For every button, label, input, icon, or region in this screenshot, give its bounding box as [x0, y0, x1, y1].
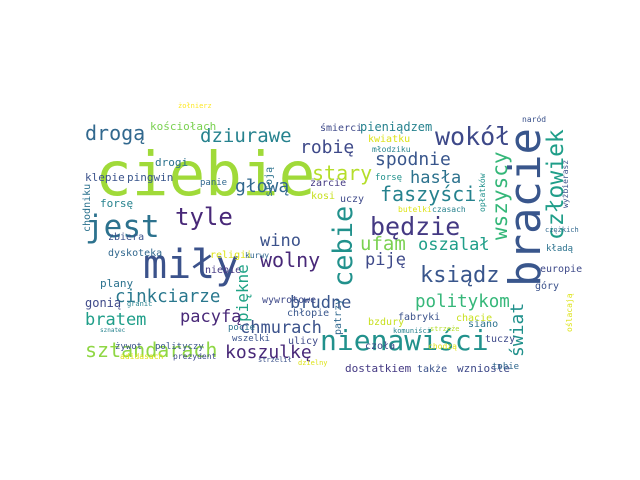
- word: wino: [260, 231, 301, 251]
- word: brudne: [290, 293, 351, 313]
- word: strzeże: [430, 325, 460, 333]
- word: kwiatku: [368, 134, 410, 145]
- word: kościołach: [150, 120, 216, 133]
- word: pieniądzem: [360, 120, 432, 134]
- word: sztandarach: [85, 338, 217, 362]
- word: miły: [143, 242, 239, 288]
- word: drogi: [155, 156, 188, 169]
- word: pocie: [228, 323, 255, 333]
- word: butelki: [398, 205, 432, 214]
- word: ulicy: [288, 336, 318, 347]
- word: głową: [235, 176, 289, 197]
- word: zbiera: [108, 232, 144, 243]
- word: religii: [210, 250, 252, 261]
- word: kosi: [311, 191, 335, 202]
- word: dzielny: [298, 359, 328, 367]
- word: bzdury: [368, 317, 404, 328]
- word: polityczy: [155, 342, 204, 352]
- word: ciebie: [95, 139, 315, 210]
- word: tuczy: [485, 334, 515, 345]
- word: spodnie: [375, 149, 451, 170]
- word: oszalał: [418, 235, 490, 255]
- word: klepie: [85, 171, 125, 184]
- word: wyżbierasz: [561, 160, 570, 208]
- word: bratem: [85, 310, 146, 330]
- word: góry: [535, 280, 559, 292]
- word: śmierci: [320, 122, 362, 134]
- word: ksiądz: [420, 263, 499, 288]
- word: forsę: [375, 173, 402, 183]
- word: politykom: [415, 292, 510, 312]
- word: koszulkę: [225, 342, 312, 363]
- word: stary: [312, 161, 372, 185]
- word: jest: [85, 209, 160, 245]
- word: patrzy: [333, 299, 344, 335]
- word: młodziku: [372, 145, 411, 154]
- word: wywrotowe: [262, 295, 316, 306]
- word: gonią: [85, 296, 121, 310]
- word: stoją: [264, 167, 275, 197]
- word: piękne: [233, 264, 252, 322]
- word: ufam: [360, 233, 406, 255]
- word: pingwin: [127, 171, 173, 184]
- word: adidasach: [120, 352, 164, 361]
- word: robię: [300, 137, 354, 158]
- word: żarcie: [310, 178, 346, 189]
- word: żołnierz: [178, 102, 212, 110]
- word: sznatec: [100, 327, 126, 334]
- word: wzniosłe: [457, 362, 510, 375]
- word: nienawiści: [320, 324, 489, 357]
- word: piję: [365, 250, 406, 270]
- word: kładą: [546, 244, 573, 254]
- word: wolny: [260, 248, 320, 272]
- word: komuniści: [393, 327, 431, 335]
- word: chodzą: [428, 342, 457, 351]
- word: plany: [100, 277, 133, 290]
- word: fabryki: [398, 312, 440, 323]
- word: siano: [468, 319, 498, 330]
- word: europie: [540, 264, 582, 275]
- word: oślacają: [564, 293, 574, 332]
- word: panie: [200, 178, 227, 188]
- word: chacie: [456, 313, 492, 324]
- word: dziurawe: [200, 125, 292, 147]
- word: cinkciarze: [115, 287, 220, 307]
- word: bracie: [500, 128, 551, 287]
- word: tobie: [492, 362, 519, 372]
- word: niebie: [205, 265, 241, 276]
- word: chmurach: [240, 318, 322, 338]
- word: kurwy: [245, 251, 269, 260]
- word: tyle: [175, 203, 233, 231]
- word: hasła: [410, 168, 461, 188]
- word: ciężkich: [545, 226, 579, 234]
- word: cebie: [328, 206, 359, 287]
- word: chodniku: [82, 184, 93, 232]
- word: drogą: [85, 121, 145, 145]
- word: człowiek: [543, 129, 569, 240]
- word: także: [417, 364, 447, 375]
- word: forsę: [100, 197, 133, 210]
- word: czoła: [365, 341, 395, 352]
- word: żywot: [115, 342, 142, 352]
- word: wszyscy: [488, 151, 512, 240]
- word: dyskoteka: [108, 248, 162, 259]
- word: wszelki: [232, 334, 270, 344]
- word: czasach: [432, 205, 466, 214]
- word: pacyfą: [180, 307, 241, 327]
- word: opłatków: [477, 173, 487, 212]
- word: będzie: [370, 212, 460, 241]
- word: chłopie: [287, 308, 329, 319]
- word: uczy: [340, 194, 364, 205]
- word: świat: [507, 303, 528, 357]
- word: dostatkiem: [345, 362, 412, 375]
- word: wokół: [435, 122, 510, 151]
- word: prezydent: [173, 352, 217, 361]
- word: naród: [522, 114, 546, 124]
- word: strzelił: [258, 356, 292, 364]
- word: granic: [127, 300, 152, 308]
- word: faszyści: [380, 182, 476, 206]
